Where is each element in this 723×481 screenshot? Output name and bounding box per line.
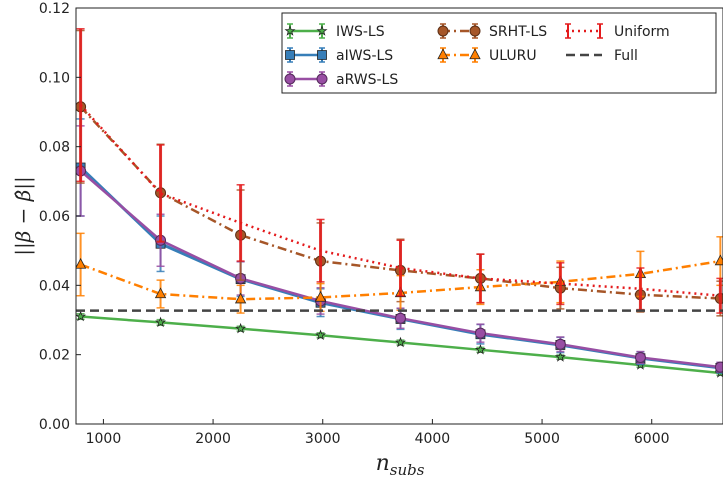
legend-label: ULURU (489, 48, 537, 64)
x-tick-label: 1000 (86, 431, 122, 447)
y-tick-label: 0.04 (39, 278, 70, 294)
legend-marker (437, 25, 449, 37)
series-line (79, 105, 721, 300)
series-uniform (76, 28, 723, 314)
x-axis-title: nsubs (376, 451, 425, 479)
data-point (315, 329, 327, 340)
legend-marker (437, 48, 449, 60)
y-tick-label: 0.08 (39, 140, 70, 156)
data-point (554, 338, 566, 350)
data-point (76, 310, 87, 322)
legend-marker (469, 25, 481, 37)
legend-label: Full (614, 48, 638, 64)
data-point (634, 351, 646, 363)
legend-label: IWS-LS (336, 24, 385, 40)
legend-label: SRHT-LS (489, 24, 547, 40)
legend-item-uluru: ULURU (437, 47, 537, 64)
legend-item-arws-ls: aRWS-LS (284, 71, 398, 88)
y-tick-label: 0.12 (39, 1, 70, 17)
axis-ticks: 1000 2000 3000 4000 5000 6000 0.00 0.02 0.04 0.06… (39, 1, 670, 447)
y-tick-label: 0.00 (39, 417, 70, 433)
legend-item-iws-ls: IWS-LS (284, 23, 385, 40)
plot-area (76, 28, 723, 378)
data-point (554, 351, 566, 362)
y-tick-label: 0.06 (39, 209, 70, 225)
data-point (474, 327, 486, 339)
data-point (235, 322, 247, 334)
legend-marker (469, 48, 481, 60)
legend-marker (284, 25, 296, 36)
legend-marker (316, 25, 328, 36)
legend-item-full: Full (566, 48, 638, 64)
data-point (714, 361, 723, 373)
x-tick-label: 4000 (415, 431, 451, 447)
data-point (474, 344, 486, 355)
legend-label: Uniform (614, 24, 670, 40)
legend-item-uniform: Uniform (565, 23, 670, 40)
data-point (234, 292, 247, 304)
legend-item-srht-ls: SRHT-LS (437, 23, 547, 40)
data-point (154, 287, 167, 299)
legend-marker (284, 73, 296, 85)
x-tick-label: 3000 (305, 431, 341, 447)
data-point (314, 290, 327, 302)
legend-box (281, 12, 717, 94)
x-tick-label: 2000 (195, 431, 231, 447)
x-tick-label: 6000 (634, 431, 670, 447)
legend-marker (317, 50, 327, 60)
legend-label: aIWS-LS (336, 48, 393, 64)
y-tick-label: 0.10 (39, 70, 70, 86)
x-tick-label: 5000 (524, 431, 560, 447)
y-axis-title: ||β − β̂|| (11, 176, 36, 256)
data-point (714, 254, 723, 266)
series-group (76, 28, 723, 378)
data-point (394, 312, 406, 324)
legend-marker (285, 50, 295, 60)
legend: IWS-LS aIWS-LS aRWS-LS SRHT-LS ULURU Uniform F… (281, 12, 717, 94)
data-point (76, 257, 87, 269)
y-tick-label: 0.02 (39, 348, 70, 364)
data-point (155, 316, 167, 328)
legend-item-aiws-ls: aIWS-LS (285, 47, 393, 64)
legend-label: aRWS-LS (336, 72, 398, 88)
legend-marker (316, 73, 328, 85)
data-point (394, 336, 407, 348)
